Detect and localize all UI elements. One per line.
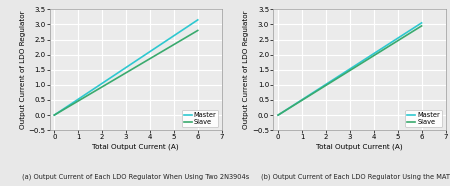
Y-axis label: Output Current of LDO Regulator: Output Current of LDO Regulator bbox=[19, 10, 26, 129]
Text: (a) Output Current of Each LDO Regulator When Using Two 2N3904s: (a) Output Current of Each LDO Regulator… bbox=[22, 174, 249, 180]
Legend: Master, Slave: Master, Slave bbox=[182, 110, 218, 127]
Y-axis label: Output Current of LDO Regulator: Output Current of LDO Regulator bbox=[243, 10, 249, 129]
X-axis label: Total Output Current (A): Total Output Current (A) bbox=[316, 143, 403, 150]
X-axis label: Total Output Current (A): Total Output Current (A) bbox=[92, 143, 179, 150]
Legend: Master, Slave: Master, Slave bbox=[405, 110, 442, 127]
Text: (b) Output Current of Each LDO Regulator Using the MAT14: (b) Output Current of Each LDO Regulator… bbox=[261, 174, 450, 180]
